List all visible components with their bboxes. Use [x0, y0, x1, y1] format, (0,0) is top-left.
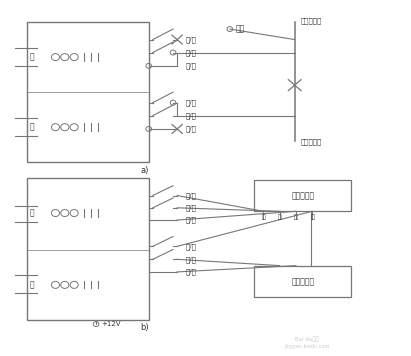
Text: 开: 开 [29, 281, 34, 289]
Text: a): a) [141, 167, 149, 176]
Text: 绿/黄: 绿/黄 [185, 217, 196, 223]
Text: 关: 关 [29, 209, 34, 218]
Text: 绿/红: 绿/红 [185, 36, 196, 43]
Text: jingyan.baidu.com: jingyan.baidu.com [284, 344, 330, 350]
Text: 车门中控锁: 车门中控锁 [291, 191, 314, 200]
Text: 绿/白: 绿/白 [185, 49, 196, 56]
Text: 蓝/白: 蓝/白 [185, 256, 196, 263]
Text: 车内中控盒: 车内中控盒 [291, 277, 314, 286]
Text: 蓝/红: 蓝/红 [185, 243, 196, 250]
Text: 绿: 绿 [262, 215, 266, 220]
Text: 绿/黄: 绿/黄 [185, 63, 196, 69]
Text: 关: 关 [29, 53, 34, 62]
Bar [27, 178, 149, 320]
Text: 红: 红 [294, 215, 298, 220]
Bar [254, 266, 351, 297]
Text: 蓝: 蓝 [278, 215, 282, 220]
Text: 绿/红: 绿/红 [185, 192, 196, 199]
Bar [254, 180, 351, 211]
Text: 绿/白: 绿/白 [185, 204, 196, 211]
Text: 蓝/黄: 蓝/黄 [185, 126, 196, 132]
Text: b): b) [141, 324, 149, 333]
Text: 负极: 负极 [236, 25, 245, 33]
Text: 粗红线上端: 粗红线上端 [301, 17, 322, 23]
Text: 棕: 棕 [310, 215, 314, 220]
Text: +12V: +12V [101, 321, 120, 327]
Text: 蓝/黄: 蓝/黄 [185, 269, 196, 275]
Text: 蓝/白: 蓝/白 [185, 112, 196, 119]
Text: 开: 开 [29, 123, 34, 132]
Text: Bai du经验: Bai du经验 [295, 336, 319, 342]
Bar [27, 22, 149, 162]
Text: 蓝/红: 蓝/红 [185, 99, 196, 106]
Text: 粗红线下端: 粗红线下端 [301, 138, 322, 145]
